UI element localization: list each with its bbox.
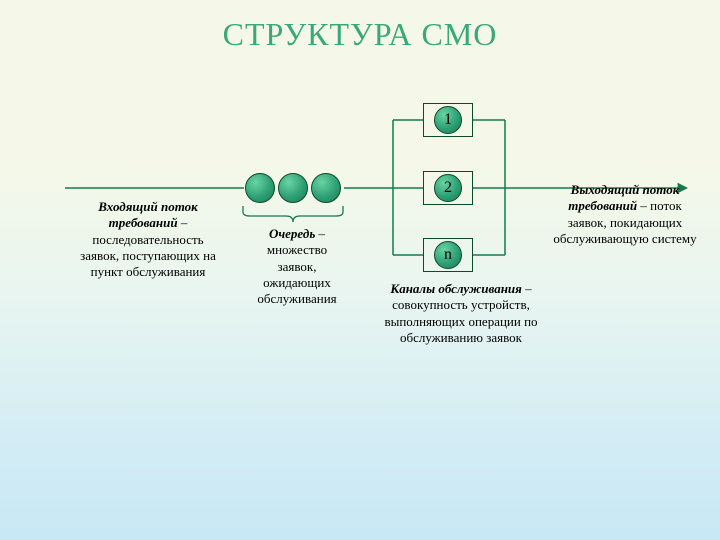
caption-output: Выходящий поток требований – поток заяво… bbox=[551, 182, 699, 247]
queue-request-2 bbox=[278, 173, 308, 203]
queue-request-1 bbox=[245, 173, 275, 203]
channel-n: n bbox=[434, 241, 462, 269]
channel-2-label: 2 bbox=[444, 179, 452, 196]
caption-channels: Каналы обслуживания – совокупность устро… bbox=[381, 281, 541, 346]
channel-1: 1 bbox=[434, 106, 462, 134]
channel-n-label: n bbox=[444, 246, 452, 263]
channel-2: 2 bbox=[434, 174, 462, 202]
channel-1-label: 1 bbox=[444, 111, 452, 128]
caption-input: Входящий поток требований – последовател… bbox=[74, 199, 222, 280]
caption-queue: Очередь – множество заявок, ожидающих об… bbox=[247, 226, 347, 307]
queue-request-3 bbox=[311, 173, 341, 203]
